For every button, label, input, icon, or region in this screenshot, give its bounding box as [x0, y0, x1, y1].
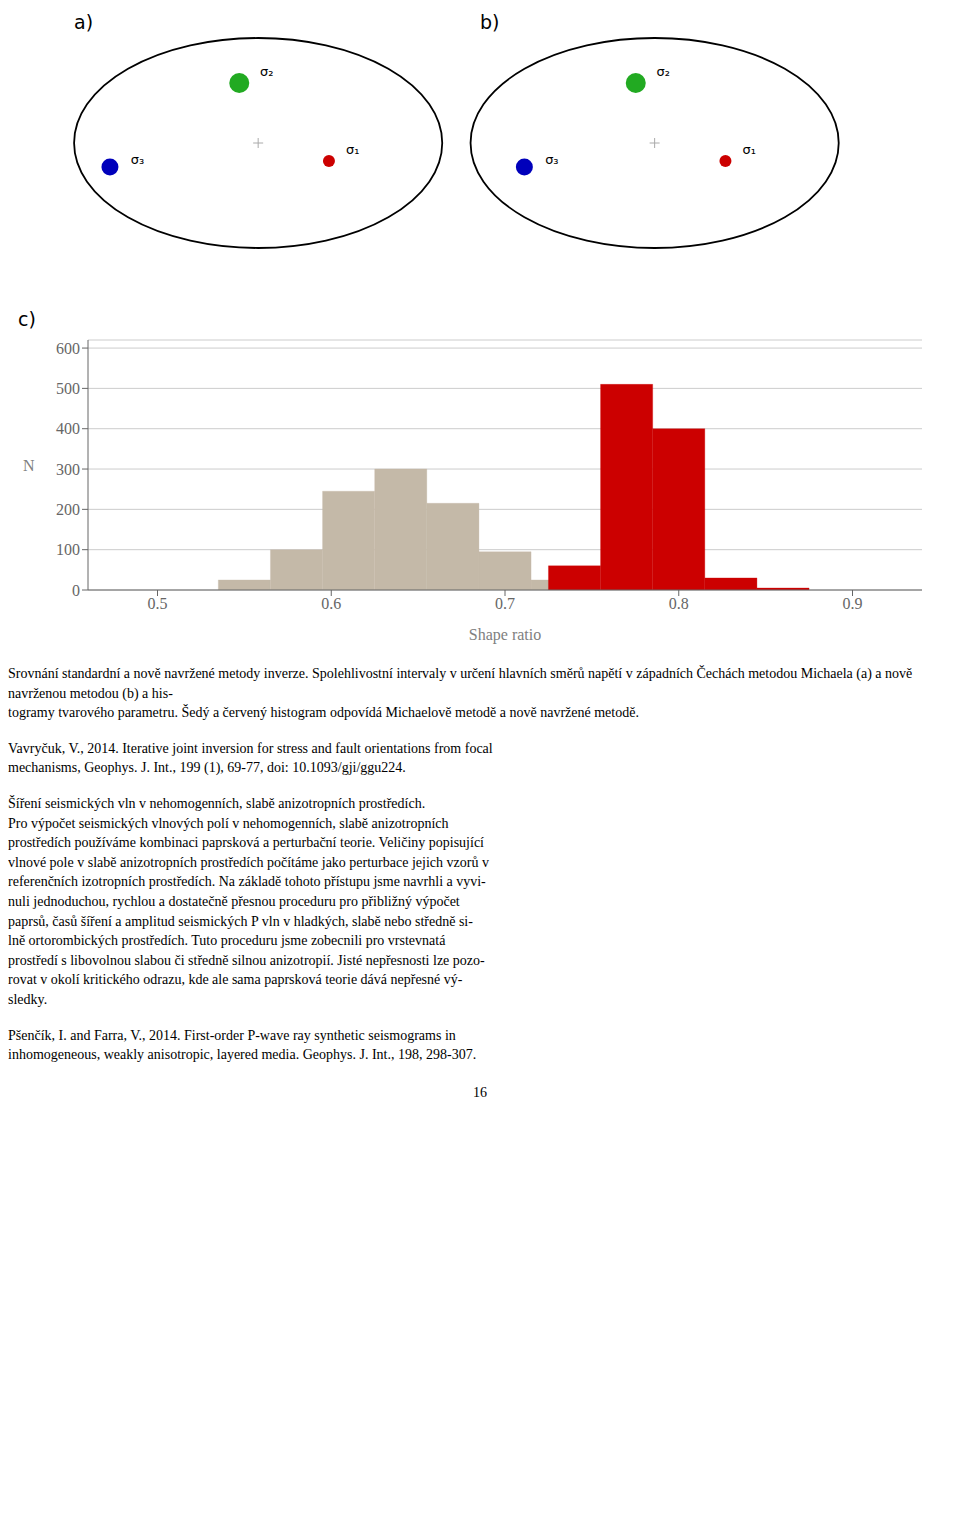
html-text:Šíření seismických vln v nehom: Šíření seismických vln v nehomogenních, … — [8, 796, 426, 811]
svg-text:a): a) — [74, 11, 93, 33]
svg-text:σ₁: σ₁ — [346, 142, 359, 157]
svg-text:N: N — [23, 457, 35, 474]
html-text:paprsů, časů šíření a amplitud: paprsů, časů šíření a amplitud seismický… — [8, 913, 473, 929]
html-text:mechanisms, Geophys. J. Int.,: mechanisms, Geophys. J. Int., 199 (1), 6… — [8, 760, 406, 776]
svg-text:σ₂: σ₂ — [657, 64, 670, 79]
svg-text:σ₃: σ₃ — [545, 152, 558, 167]
html-text:Pro výpočet seismických vlnový: Pro výpočet seismických vlnových polí v … — [8, 815, 449, 831]
html-text:Srovnání standardní a nově nav: Srovnání standardní a nově navržené meto… — [8, 666, 913, 701]
svg-text:200: 200 — [56, 501, 80, 518]
html-text:Pšenčík, I. and Farra, V., 201: Pšenčík, I. and Farra, V., 2014. First-o… — [8, 1027, 456, 1043]
html-text:lně ortorombických prostředích: lně ortorombických prostředích. Tuto pro… — [8, 933, 446, 949]
svg-text:0.6: 0.6 — [321, 595, 341, 612]
html-text:sledky.: sledky. — [8, 991, 48, 1007]
svg-text:100: 100 — [56, 541, 80, 558]
svg-text:300: 300 — [56, 461, 80, 478]
html-text:togramy tvarového parametru. Š: togramy tvarového parametru. Šedý a červ… — [8, 705, 639, 721]
svg-text:500: 500 — [56, 380, 80, 397]
html-text:rovat v okolí kritického odraz: rovat v okolí kritického odrazu, kde ale… — [8, 972, 463, 988]
html-text:c): c) — [18, 308, 36, 330]
html-text:inhomogeneous, weakly anisotro: inhomogeneous, weakly anisotropic, layer… — [8, 1047, 477, 1063]
svg-text:σ₂: σ₂ — [260, 64, 273, 79]
html-text:referenčních izotropních prost: referenčních izotropních prostředích. Na… — [8, 874, 486, 890]
html-text:prostředí s libovolnou slabou: prostředí s libovolnou slabou či středně… — [8, 952, 485, 968]
svg-text:0.5: 0.5 — [148, 595, 168, 612]
html-text:vlnové pole v slabě anizotropn: vlnové pole v slabě anizotropních prostř… — [8, 854, 489, 870]
svg-text:Shape ratio: Shape ratio — [469, 626, 541, 644]
svg-text:400: 400 — [56, 420, 80, 437]
svg-text:b): b) — [480, 11, 499, 33]
html-text:prostředích používáme kombinac: prostředích používáme kombinaci paprskov… — [8, 835, 484, 851]
html-text:16: 16 — [473, 1084, 487, 1100]
svg-text:0.9: 0.9 — [843, 595, 863, 612]
html-text:nuli jednoduchou, rychlou a do: nuli jednoduchou, rychlou a dostatečně p… — [8, 893, 460, 909]
svg-text:600: 600 — [56, 340, 80, 357]
svg-text:σ₁: σ₁ — [742, 142, 755, 157]
svg-text:0: 0 — [72, 582, 80, 599]
svg-text:0.8: 0.8 — [669, 595, 689, 612]
html-text:Vavryčuk, V., 2014. Iterative: Vavryčuk, V., 2014. Iterative joint inve… — [8, 740, 493, 756]
svg-text:σ₃: σ₃ — [131, 152, 144, 167]
svg-text:0.7: 0.7 — [495, 595, 515, 612]
